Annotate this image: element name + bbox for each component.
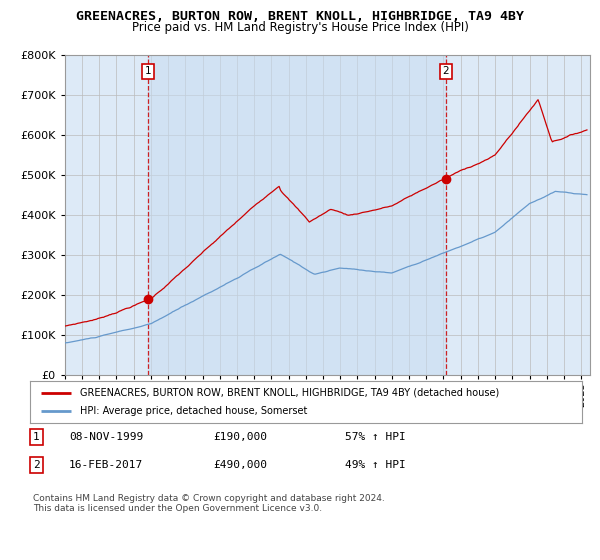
- Text: 08-NOV-1999: 08-NOV-1999: [69, 432, 143, 442]
- Text: 1: 1: [33, 432, 40, 442]
- Bar: [148, 55, 446, 375]
- Text: 2: 2: [33, 460, 40, 470]
- Text: Price paid vs. HM Land Registry's House Price Index (HPI): Price paid vs. HM Land Registry's House …: [131, 21, 469, 34]
- Text: GREENACRES, BURTON ROW, BRENT KNOLL, HIGHBRIDGE, TA9 4BY: GREENACRES, BURTON ROW, BRENT KNOLL, HIG…: [76, 10, 524, 23]
- Text: 49% ↑ HPI: 49% ↑ HPI: [345, 460, 406, 470]
- Text: Contains HM Land Registry data © Crown copyright and database right 2024.
This d: Contains HM Land Registry data © Crown c…: [33, 494, 385, 514]
- Text: £190,000: £190,000: [213, 432, 267, 442]
- Text: £490,000: £490,000: [213, 460, 267, 470]
- Text: 2: 2: [443, 67, 449, 76]
- Text: HPI: Average price, detached house, Somerset: HPI: Average price, detached house, Some…: [80, 407, 307, 417]
- Text: 16-FEB-2017: 16-FEB-2017: [69, 460, 143, 470]
- Text: 57% ↑ HPI: 57% ↑ HPI: [345, 432, 406, 442]
- Text: GREENACRES, BURTON ROW, BRENT KNOLL, HIGHBRIDGE, TA9 4BY (detached house): GREENACRES, BURTON ROW, BRENT KNOLL, HIG…: [80, 388, 499, 398]
- Text: 1: 1: [145, 67, 152, 76]
